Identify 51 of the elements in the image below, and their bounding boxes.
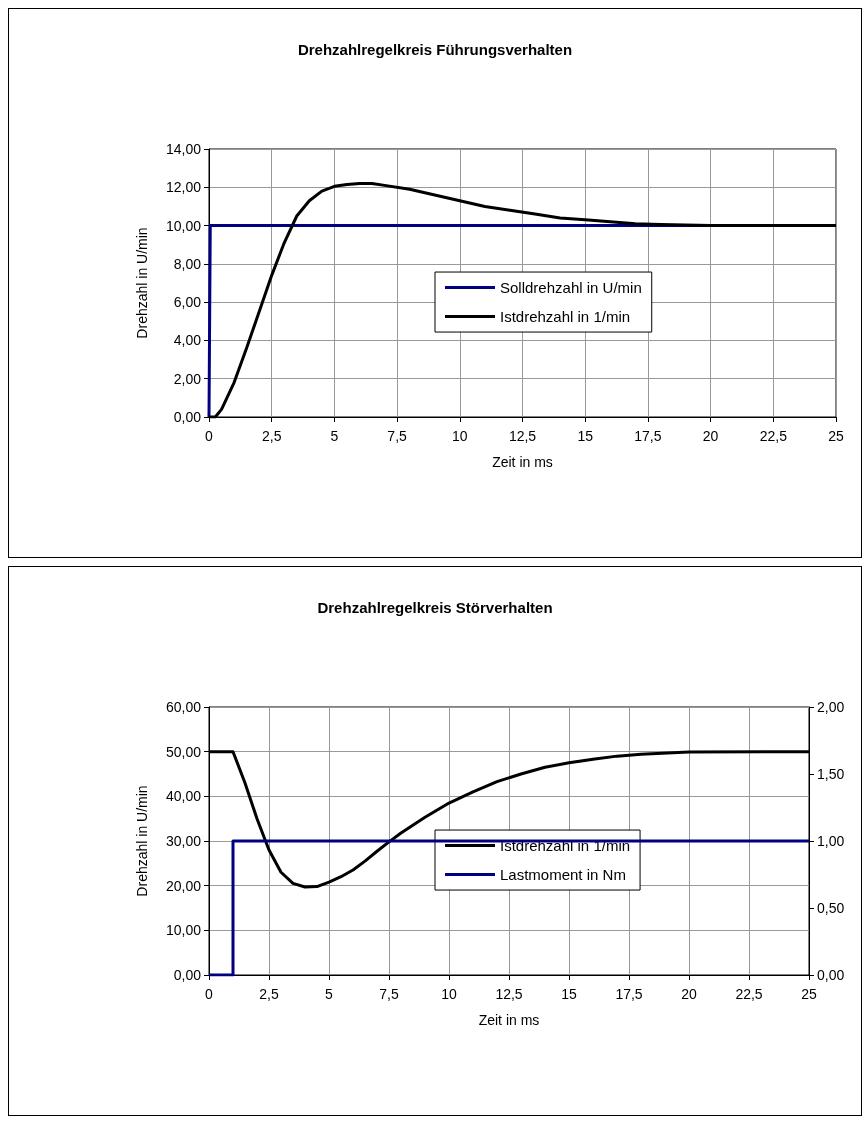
x-tick-label: 12,5 (508, 428, 537, 444)
x-axis-title: Zeit in ms (478, 1012, 540, 1028)
y2-tick-label: 1,50 (817, 766, 845, 782)
y-tick-label: 12,00 (165, 179, 202, 196)
x-tick-label: 2,5 (261, 428, 282, 444)
x-tick-label: 15 (577, 428, 594, 444)
chart-title: Drehzahlregelkreis Störverhalten (317, 599, 553, 616)
y2-tick-label: 0,50 (817, 900, 845, 916)
legend-label: Solldrehzahl in U/min (500, 279, 642, 297)
y-axis-title: Drehzahl in U/min (134, 785, 150, 897)
y-tick-label: 50,00 (165, 743, 202, 760)
y-tick-label: 4,00 (173, 332, 202, 349)
x-tick-label: 2,5 (259, 986, 279, 1002)
x-tick-label: 20 (702, 428, 719, 444)
x-tick-label: 0 (205, 986, 214, 1002)
y-tick-label: 2,00 (173, 370, 202, 387)
x-tick-label: 7,5 (379, 986, 399, 1002)
x-tick-label: 5 (325, 986, 334, 1002)
legend-label: Lastmoment in Nm (500, 866, 626, 884)
x-tick-label: 0 (205, 428, 214, 444)
x-tick-label: 25 (828, 428, 844, 444)
y-tick-label: 20,00 (165, 877, 202, 894)
x-tick-label: 22,5 (735, 986, 763, 1002)
chart-title: Drehzahlregelkreis Führungsverhalten (297, 41, 573, 58)
y-tick-label: 10,00 (165, 217, 202, 234)
x-tick-label: 20 (681, 986, 697, 1002)
legend-label: Istdrehzahl in 1/min (500, 308, 631, 326)
x-tick-label: 17,5 (634, 428, 662, 444)
x-tick-label: 17,5 (615, 986, 643, 1002)
y-tick-label: 14,00 (165, 141, 202, 157)
x-tick-label: 5 (330, 428, 339, 444)
x-tick-label: 15 (561, 986, 577, 1002)
x-tick-label: 12,5 (495, 986, 523, 1002)
y-tick-label: 6,00 (173, 294, 202, 311)
y2-tick-label: 1,00 (817, 833, 845, 849)
y2-tick-label: 0,00 (817, 967, 845, 983)
x-tick-label: 22,5 (759, 428, 788, 444)
x-tick-label: 25 (801, 986, 817, 1002)
y-tick-label: 0,00 (173, 967, 202, 983)
y-tick-label: 10,00 (165, 922, 202, 939)
x-tick-label: 7,5 (387, 428, 408, 444)
y-tick-label: 40,00 (165, 788, 202, 805)
y-tick-label: 8,00 (173, 255, 202, 272)
y-tick-label: 30,00 (165, 833, 202, 849)
y-tick-label: 0,00 (173, 409, 202, 425)
x-tick-label: 10 (441, 986, 457, 1002)
y-tick-label: 60,00 (165, 699, 202, 715)
x-axis-title: Zeit in ms (492, 454, 553, 470)
x-tick-label: 10 (452, 428, 468, 444)
y-axis-title: Drehzahl in U/min (134, 227, 150, 339)
y2-tick-label: 2,00 (817, 699, 845, 715)
